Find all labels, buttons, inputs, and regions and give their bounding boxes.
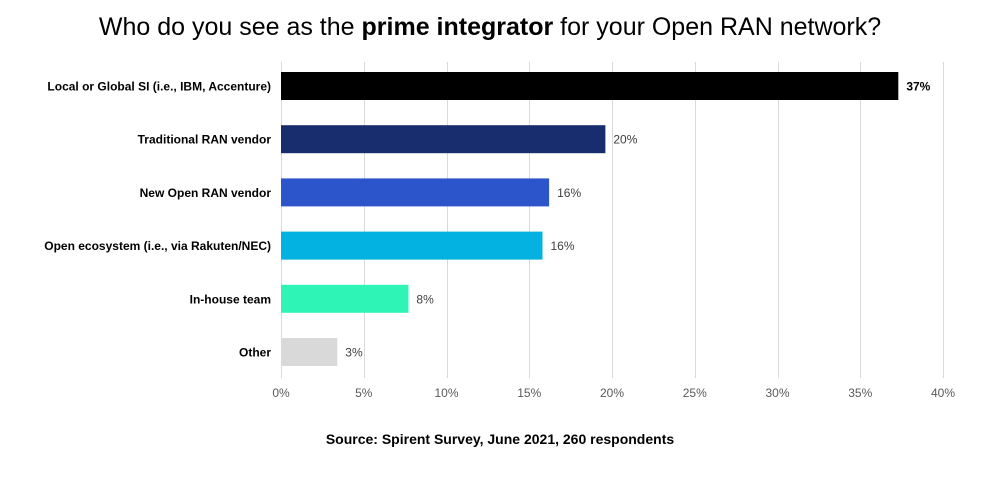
x-tick-label: 10%: [434, 386, 458, 400]
chart-title: Who do you see as the prime integrator f…: [0, 10, 980, 44]
category-label: Open ecosystem (i.e., via Rakuten/NEC): [44, 239, 271, 253]
bar-chart: Local or Global SI (i.e., IBM, Accenture…: [44, 62, 955, 400]
value-labels: 37% 20% 16% 16% 8% 3%: [345, 80, 930, 360]
value-label: 37%: [906, 80, 930, 94]
value-label: 20%: [613, 133, 637, 147]
category-label: Local or Global SI (i.e., IBM, Accenture…: [47, 80, 271, 94]
chart-title-suffix: for your Open RAN network?: [553, 13, 882, 41]
x-tick-label: 30%: [765, 386, 789, 400]
category-label: In-house team: [190, 292, 271, 306]
category-label: Traditional RAN vendor: [138, 133, 272, 147]
x-tick-label: 40%: [931, 386, 955, 400]
x-axis-tick-labels: 0% 5% 10% 15% 20% 25% 30% 35% 40%: [272, 386, 955, 400]
gridlines: [281, 62, 944, 378]
x-tick-label: 5%: [355, 386, 373, 400]
chart-title-emphasis: prime integrator: [361, 13, 554, 41]
category-labels: Local or Global SI (i.e., IBM, Accenture…: [44, 80, 271, 360]
category-label: Other: [239, 346, 271, 360]
x-tick-label: 25%: [683, 386, 707, 400]
value-label: 3%: [345, 346, 363, 360]
source-note: Source: Spirent Survey, June 2021, 260 r…: [325, 431, 675, 447]
value-label: 16%: [550, 239, 574, 253]
bar: [281, 125, 606, 154]
bar: [281, 72, 899, 100]
bar: [281, 338, 338, 366]
x-tick-label: 0%: [272, 386, 290, 400]
chart-title-prefix: Who do you see as the: [98, 13, 362, 41]
bar: [281, 178, 550, 207]
x-tick-label: 35%: [848, 386, 872, 400]
x-tick-label: 20%: [600, 386, 624, 400]
value-label: 8%: [416, 292, 434, 306]
value-label: 16%: [557, 186, 581, 200]
bar: [281, 284, 409, 313]
bars: [281, 72, 899, 366]
category-label: New Open RAN vendor: [140, 186, 272, 200]
bar: [281, 231, 543, 260]
x-tick-label: 15%: [517, 386, 541, 400]
